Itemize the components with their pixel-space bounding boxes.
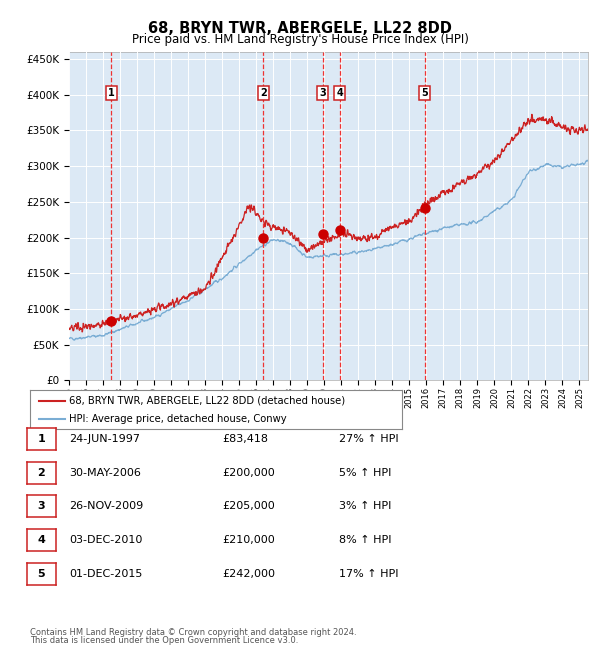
Text: 1: 1 <box>108 88 115 98</box>
Text: Contains HM Land Registry data © Crown copyright and database right 2024.: Contains HM Land Registry data © Crown c… <box>30 628 356 637</box>
Text: 30-MAY-2006: 30-MAY-2006 <box>69 467 141 478</box>
Text: This data is licensed under the Open Government Licence v3.0.: This data is licensed under the Open Gov… <box>30 636 298 645</box>
Text: 5% ↑ HPI: 5% ↑ HPI <box>339 467 391 478</box>
Text: £242,000: £242,000 <box>222 569 275 579</box>
Text: 68, BRYN TWR, ABERGELE, LL22 8DD (detached house): 68, BRYN TWR, ABERGELE, LL22 8DD (detach… <box>69 396 345 406</box>
Text: 03-DEC-2010: 03-DEC-2010 <box>69 535 142 545</box>
Text: 3% ↑ HPI: 3% ↑ HPI <box>339 501 391 512</box>
Text: 8% ↑ HPI: 8% ↑ HPI <box>339 535 391 545</box>
Text: 26-NOV-2009: 26-NOV-2009 <box>69 501 143 512</box>
Text: HPI: Average price, detached house, Conwy: HPI: Average price, detached house, Conw… <box>69 414 287 424</box>
Text: 68, BRYN TWR, ABERGELE, LL22 8DD: 68, BRYN TWR, ABERGELE, LL22 8DD <box>148 21 452 36</box>
Text: 4: 4 <box>337 88 343 98</box>
Text: 1: 1 <box>38 434 45 444</box>
Text: £210,000: £210,000 <box>222 535 275 545</box>
Text: 4: 4 <box>37 535 46 545</box>
Text: 17% ↑ HPI: 17% ↑ HPI <box>339 569 398 579</box>
Text: 5: 5 <box>38 569 45 579</box>
Text: 3: 3 <box>38 501 45 512</box>
Text: £205,000: £205,000 <box>222 501 275 512</box>
Text: 24-JUN-1997: 24-JUN-1997 <box>69 434 140 444</box>
Text: Price paid vs. HM Land Registry's House Price Index (HPI): Price paid vs. HM Land Registry's House … <box>131 32 469 46</box>
Text: 2: 2 <box>38 467 45 478</box>
Text: £200,000: £200,000 <box>222 467 275 478</box>
Text: 01-DEC-2015: 01-DEC-2015 <box>69 569 142 579</box>
Text: 27% ↑ HPI: 27% ↑ HPI <box>339 434 398 444</box>
Text: 3: 3 <box>319 88 326 98</box>
Text: 2: 2 <box>260 88 266 98</box>
Text: £83,418: £83,418 <box>222 434 268 444</box>
Text: 5: 5 <box>422 88 428 98</box>
